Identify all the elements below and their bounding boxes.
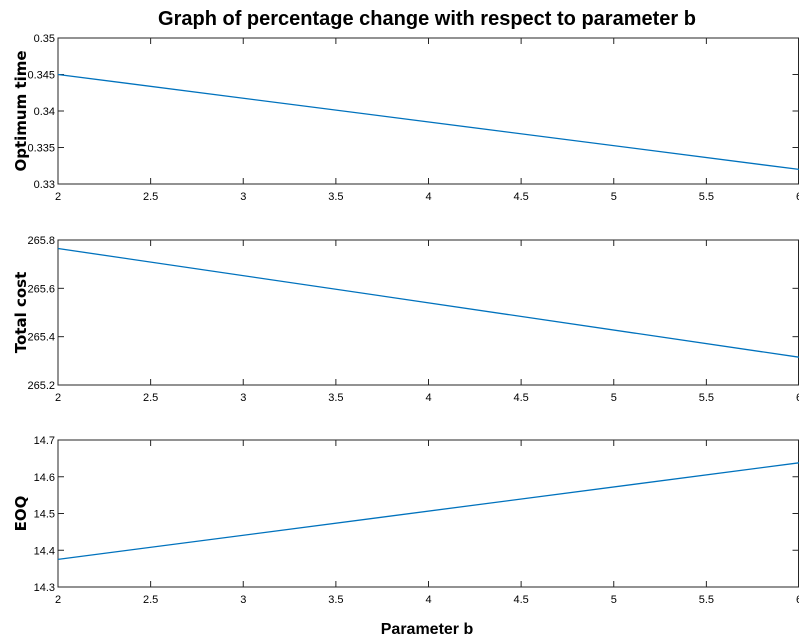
x-tick-label: 5	[611, 594, 617, 606]
y-tick-label: 0.35	[34, 33, 55, 45]
panel-eoq: 2 2.5 3 3.5 4 4.5 5 5.5 6 14.3 14.4 14.5 14.6 14.7 EOQ	[12, 435, 799, 606]
x-axis-label: Parameter b	[381, 621, 474, 638]
x-tick-label: 3.5	[328, 191, 343, 203]
x-tick-label: 3	[240, 392, 246, 404]
x-tick-label: 2	[55, 392, 61, 404]
y-tick-label: 14.6	[34, 472, 55, 484]
y-tick-label: 265.8	[27, 235, 55, 247]
x-tick-label: 2.5	[143, 392, 158, 404]
axes-box	[57, 37, 799, 185]
axes-box	[57, 239, 799, 386]
y-tick-label: 0.34	[34, 106, 55, 118]
y-tick-label: 0.345	[27, 70, 55, 82]
y-tick-label: 265.2	[27, 380, 55, 392]
x-tick-label: 5	[611, 392, 617, 404]
y-tick-label: 0.33	[34, 179, 55, 191]
x-tick-label: 4.5	[513, 594, 528, 606]
x-tick-label: 2.5	[143, 594, 158, 606]
series-line	[57, 462, 799, 561]
x-tick-label: 4	[425, 594, 431, 606]
x-tick-label: 5.5	[699, 594, 714, 606]
y-axis-label: EOQ	[12, 496, 30, 532]
series-line	[57, 247, 799, 358]
x-tick-label: 3	[240, 191, 246, 203]
y-axis-label: Optimum time	[12, 50, 30, 171]
x-tick-label: 5	[611, 191, 617, 203]
panel-optimum-time: 2 2.5 3 3.5 4 4.5 5 5.5 6 0.33 0.335 0.34 0.345 0.35 O…	[12, 33, 799, 203]
x-tick-label: 4	[425, 191, 431, 203]
y-tick-label: 0.335	[27, 143, 55, 155]
y-tick-label: 14.5	[34, 509, 55, 521]
x-tick-label: 3.5	[328, 594, 343, 606]
x-tick-label: 4	[425, 392, 431, 404]
x-tick-label: 6	[796, 392, 799, 404]
x-tick-label: 5.5	[699, 392, 714, 404]
x-tick-label: 2	[55, 594, 61, 606]
x-tick-label: 3.5	[328, 392, 343, 404]
x-tick-label: 4.5	[513, 191, 528, 203]
chart-title: Graph of percentage change with respect …	[158, 8, 696, 30]
x-tick-label: 2	[55, 191, 61, 203]
x-tick-label: 3	[240, 594, 246, 606]
y-axis-label: Total cost	[12, 272, 30, 354]
x-tick-label: 6	[796, 191, 799, 203]
y-tick-label: 265.4	[27, 332, 55, 344]
x-tick-label: 6	[796, 594, 799, 606]
y-tick-label: 265.6	[27, 283, 55, 295]
y-tick-label: 14.7	[34, 435, 55, 447]
series-line	[57, 73, 799, 171]
panel-total-cost: 2 2.5 3 3.5 4 4.5 5 5.5 6 265.2 265.4 265.6 265.8 Tot…	[12, 235, 799, 404]
x-tick-label: 4.5	[513, 392, 528, 404]
x-tick-label: 5.5	[699, 191, 714, 203]
x-tick-label: 2.5	[143, 191, 158, 203]
y-tick-label: 14.3	[34, 582, 55, 594]
axes-box	[57, 439, 799, 588]
y-tick-label: 14.4	[34, 545, 55, 557]
